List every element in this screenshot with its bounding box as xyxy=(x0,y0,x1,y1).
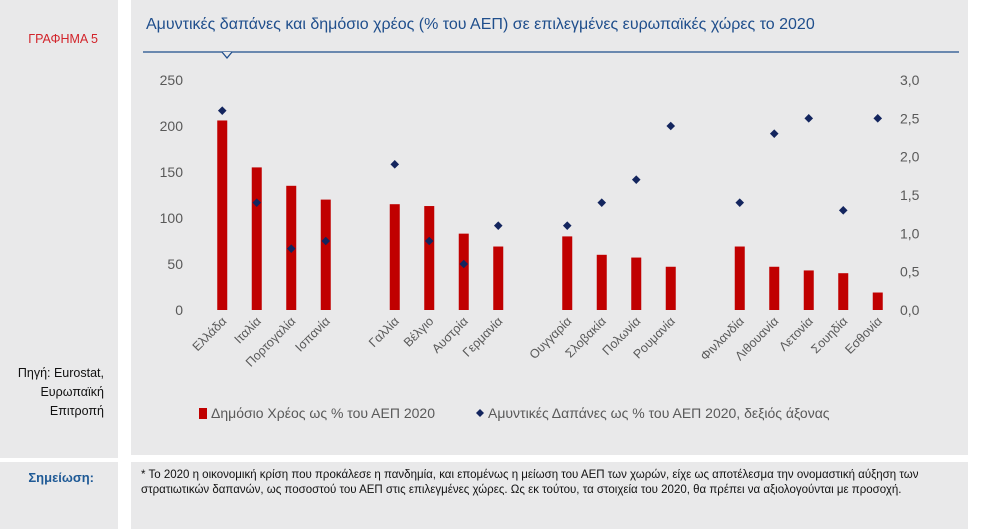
separator xyxy=(0,458,996,462)
diamond-marker xyxy=(252,198,262,207)
y-left-tick-label: 50 xyxy=(167,256,183,272)
figure-label: ΓΡΑΦΗΜΑ 5 xyxy=(28,32,98,46)
x-tick-label: Γαλλία xyxy=(366,314,402,350)
bar xyxy=(596,254,607,310)
diamond-marker xyxy=(286,244,296,253)
bar xyxy=(631,257,642,310)
x-tick-label: Ιταλία xyxy=(232,314,264,346)
bar xyxy=(493,246,504,310)
diamond-marker xyxy=(631,175,641,184)
bar xyxy=(838,273,849,310)
note-label: Σημείωση: xyxy=(28,470,94,485)
title-rule xyxy=(143,51,959,60)
bar xyxy=(389,204,400,310)
bar xyxy=(562,236,573,310)
diamond-marker xyxy=(873,114,883,123)
source-text: Πηγή: Eurostat, Ευρωπαϊκή Επιτροπή xyxy=(0,364,104,421)
chart: 0 50 100 150 200 250 0,0 0,5 1,0 1,5 2,0 2,5 3,0 Ελ… xyxy=(143,51,959,421)
x-tick-label: Ελλάδα xyxy=(190,314,230,354)
diamond-marker xyxy=(804,114,814,123)
left-axis: 0 50 100 150 200 250 xyxy=(160,72,184,318)
bar xyxy=(803,270,814,310)
legend-diamond-label: Αμυντικές Δαπάνες ως % του ΑΕΠ 2020, δεξ… xyxy=(488,405,830,421)
bar xyxy=(251,167,262,310)
note-text: * Το 2020 η οικονομική κρίση που προκάλε… xyxy=(141,469,919,496)
bar xyxy=(320,199,331,310)
title-notch xyxy=(221,51,233,60)
x-tick-label: Εσθονία xyxy=(842,314,885,357)
y-right-tick-label: 0,5 xyxy=(900,264,920,280)
chart-panel xyxy=(131,0,968,455)
y-right-tick-label: 1,5 xyxy=(900,187,920,203)
bar xyxy=(734,246,745,310)
diamond-marker xyxy=(562,221,572,230)
y-right-tick-label: 1,0 xyxy=(900,225,920,241)
legend-diamond-swatch xyxy=(476,409,484,417)
diamond-marker xyxy=(459,259,469,269)
diamond-marker xyxy=(597,198,607,207)
diamond-marker xyxy=(217,106,227,115)
sidebar xyxy=(0,0,118,529)
bar-series xyxy=(217,120,883,310)
y-right-tick-label: 3,0 xyxy=(900,72,920,88)
note-panel xyxy=(131,462,968,529)
chart-title: Αμυντικές δαπάνες και δημόσιο χρέος (% τ… xyxy=(146,16,815,33)
source-line: Επιτροπή xyxy=(49,404,104,418)
legend-bar-label: Δημόσιο Χρέος ως % του ΑΕΠ 2020 xyxy=(211,405,435,421)
legend: Δημόσιο Χρέος ως % του ΑΕΠ 2020 Αμυντικές… xyxy=(199,405,830,421)
bar xyxy=(665,266,676,310)
bar xyxy=(872,292,883,310)
source-line: Πηγή: Eurostat, xyxy=(17,366,104,380)
y-left-tick-label: 0 xyxy=(175,302,183,318)
y-left-tick-label: 150 xyxy=(160,164,184,180)
y-right-tick-label: 2,5 xyxy=(900,110,920,126)
diamond-marker xyxy=(321,236,331,246)
diamond-series xyxy=(217,106,883,269)
diamond-marker xyxy=(390,160,400,169)
y-left-tick-label: 250 xyxy=(160,72,184,88)
diamond-marker xyxy=(769,129,779,138)
diamond-marker xyxy=(735,198,745,207)
bar xyxy=(458,233,469,310)
bar xyxy=(217,120,228,310)
diamond-marker xyxy=(838,206,848,215)
right-axis: 0,0 0,5 1,0 1,5 2,0 2,5 3,0 xyxy=(900,72,920,318)
y-right-tick-label: 2,0 xyxy=(900,149,920,165)
bar xyxy=(424,206,435,310)
y-left-tick-label: 200 xyxy=(160,118,184,134)
diamond-marker xyxy=(493,221,503,230)
y-right-tick-label: 0,0 xyxy=(900,302,920,318)
source-line: Ευρωπαϊκή xyxy=(40,385,104,399)
diamond-marker xyxy=(666,121,676,131)
x-tick-label: Ισπανία xyxy=(292,314,332,354)
y-left-tick-label: 100 xyxy=(160,210,184,226)
legend-bar-swatch xyxy=(199,408,207,419)
diamond-marker xyxy=(424,236,434,246)
bar xyxy=(769,266,780,310)
